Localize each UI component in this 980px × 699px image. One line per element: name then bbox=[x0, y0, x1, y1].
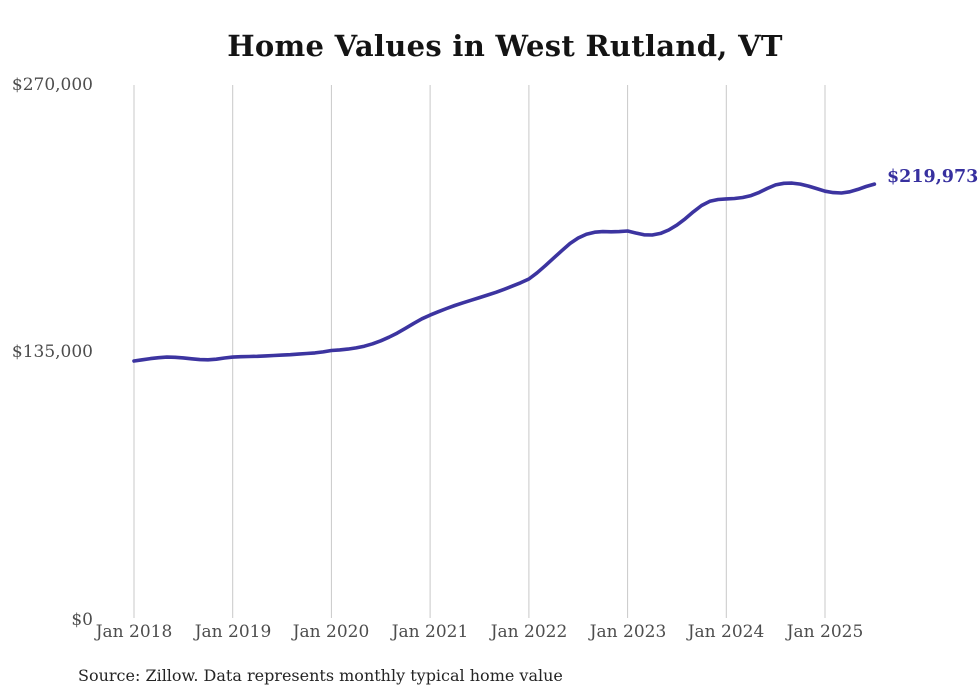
latest-value-label: $219,973 bbox=[887, 167, 979, 187]
x-axis-tick-label: Jan 2024 bbox=[687, 622, 765, 642]
x-axis-tick-label: Jan 2023 bbox=[589, 622, 667, 642]
y-axis-tick-label: $135,000 bbox=[11, 342, 93, 362]
source-note: Source: Zillow. Data represents monthly … bbox=[78, 666, 563, 685]
x-axis-tick-label: Jan 2025 bbox=[786, 622, 864, 642]
x-axis-tick-label: Jan 2018 bbox=[95, 622, 173, 642]
x-axis-tick-label: Jan 2021 bbox=[391, 622, 469, 642]
chart-title: Home Values in West Rutland, VT bbox=[227, 29, 783, 63]
y-axis-tick-label: $270,000 bbox=[11, 75, 93, 95]
home-value-line bbox=[132, 181, 877, 363]
x-axis-tick-label: Jan 2022 bbox=[490, 622, 568, 642]
x-axis-tick-label: Jan 2019 bbox=[194, 622, 272, 642]
y-axis-tick-label: $0 bbox=[71, 610, 93, 630]
x-axis-tick-label: Jan 2020 bbox=[292, 622, 370, 642]
